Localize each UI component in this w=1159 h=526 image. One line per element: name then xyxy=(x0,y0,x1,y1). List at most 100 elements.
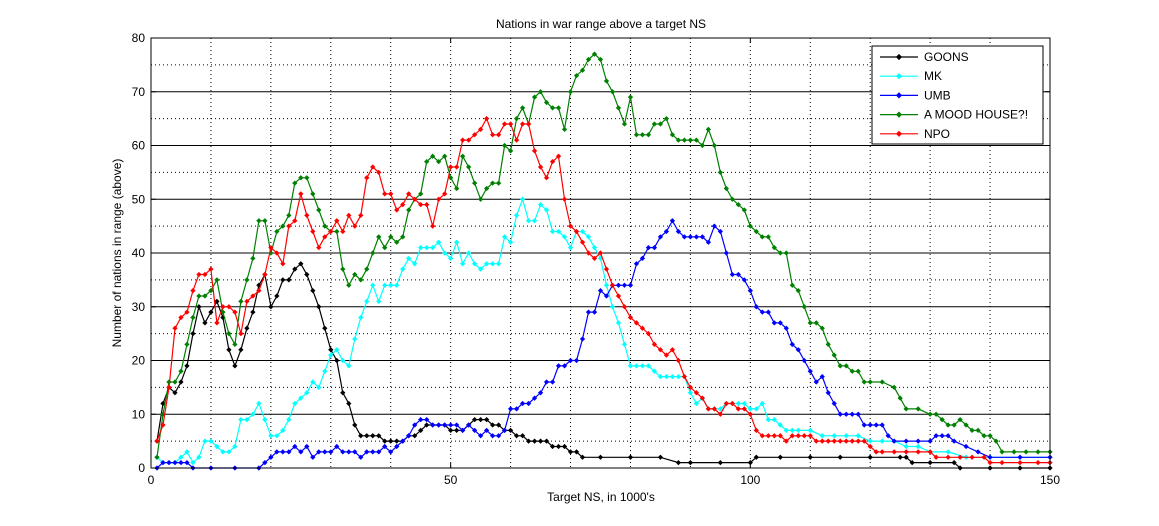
data-point-goons xyxy=(172,390,178,396)
data-point-a-mood-house xyxy=(729,196,735,202)
data-point-a-mood-house xyxy=(855,368,861,374)
data-point-umb xyxy=(178,460,184,466)
data-point-npo xyxy=(280,261,286,267)
data-point-a-mood-house xyxy=(951,422,957,428)
data-point-mk xyxy=(489,261,496,267)
data-point-goons xyxy=(507,427,514,433)
data-point-mk xyxy=(334,347,340,353)
data-point-npo xyxy=(819,438,825,444)
data-point-umb xyxy=(783,325,789,331)
data-point-npo xyxy=(561,196,568,202)
data-point-goons xyxy=(657,454,664,460)
data-point-npo xyxy=(879,449,885,455)
data-point-a-mood-house xyxy=(322,223,328,229)
data-point-umb xyxy=(591,309,598,315)
data-point-a-mood-house xyxy=(597,56,604,63)
data-point-mk xyxy=(232,443,238,450)
data-point-mk xyxy=(747,406,753,412)
data-point-mk xyxy=(484,261,490,267)
data-point-umb xyxy=(675,228,682,235)
data-point-umb xyxy=(879,422,885,428)
data-point-npo xyxy=(639,325,646,331)
data-point-goons xyxy=(250,309,256,315)
data-point-umb xyxy=(705,239,712,245)
data-point-mk xyxy=(507,239,514,245)
data-point-npo xyxy=(837,438,843,444)
data-point-npo xyxy=(274,250,280,256)
data-point-umb xyxy=(837,411,843,417)
data-point-npo xyxy=(262,271,268,278)
data-point-npo xyxy=(484,116,490,122)
data-point-a-mood-house xyxy=(783,250,789,256)
data-point-goons xyxy=(472,417,478,423)
legend-swatch-marker xyxy=(895,73,903,80)
data-point-npo xyxy=(825,438,831,444)
data-point-npo xyxy=(190,288,196,294)
data-point-npo xyxy=(987,460,993,466)
data-point-npo xyxy=(729,400,735,407)
data-point-umb xyxy=(825,390,831,396)
data-point-umb xyxy=(615,282,622,288)
data-point-mk xyxy=(651,368,658,374)
data-point-npo xyxy=(388,191,394,197)
data-point-a-mood-house xyxy=(394,239,400,245)
data-point-a-mood-house xyxy=(400,234,406,240)
data-point-a-mood-house xyxy=(663,116,670,122)
data-point-mk xyxy=(735,400,741,407)
data-point-a-mood-house xyxy=(406,207,412,213)
data-point-mk xyxy=(370,282,376,288)
data-point-a-mood-house xyxy=(591,51,598,57)
data-point-npo xyxy=(873,449,879,455)
data-point-umb xyxy=(819,374,825,380)
y-tick-label: 10 xyxy=(132,407,146,421)
data-point-goons xyxy=(268,304,274,310)
data-point-npo xyxy=(609,282,616,288)
data-point-a-mood-house xyxy=(645,132,652,138)
data-point-mk xyxy=(663,374,670,380)
data-point-a-mood-house xyxy=(555,105,562,111)
data-point-mk xyxy=(220,449,226,455)
data-point-umb xyxy=(442,422,448,428)
data-point-mk xyxy=(603,282,610,288)
data-point-a-mood-house xyxy=(334,228,340,235)
data-point-npo xyxy=(316,245,322,251)
data-point-umb xyxy=(867,422,873,428)
data-point-umb xyxy=(489,433,496,439)
data-point-npo xyxy=(591,255,598,261)
data-point-mk xyxy=(585,234,592,240)
data-point-mk xyxy=(214,443,220,450)
data-point-npo xyxy=(777,433,783,439)
data-point-npo xyxy=(298,191,304,197)
data-point-npo xyxy=(340,228,346,235)
data-point-goons xyxy=(274,293,280,299)
data-point-a-mood-house xyxy=(1023,449,1029,455)
data-point-npo xyxy=(687,384,694,390)
data-point-npo xyxy=(172,325,178,331)
data-point-a-mood-house xyxy=(573,73,580,79)
data-point-mk xyxy=(753,406,759,412)
data-point-goons xyxy=(561,443,568,450)
data-point-umb xyxy=(388,449,394,455)
data-point-umb xyxy=(286,449,292,455)
chart-title: Nations in war range above a target NS xyxy=(496,17,706,31)
data-point-npo xyxy=(328,228,334,235)
data-point-a-mood-house xyxy=(388,234,394,240)
data-point-npo xyxy=(400,202,406,208)
data-point-goons xyxy=(196,304,202,310)
data-point-umb xyxy=(519,400,526,407)
data-point-npo xyxy=(957,454,963,460)
data-point-goons xyxy=(927,460,933,466)
data-point-a-mood-house xyxy=(807,320,813,326)
data-point-umb xyxy=(627,282,634,288)
data-point-npo xyxy=(244,298,250,304)
data-point-a-mood-house xyxy=(963,422,969,428)
data-point-umb xyxy=(376,449,382,455)
data-point-a-mood-house xyxy=(442,153,448,159)
data-point-umb xyxy=(747,288,753,294)
data-point-goons xyxy=(519,433,526,439)
legend-label: GOONS xyxy=(924,50,969,64)
data-point-a-mood-house xyxy=(316,207,322,213)
data-point-a-mood-house xyxy=(370,250,376,256)
data-point-npo xyxy=(220,304,226,310)
data-point-a-mood-house xyxy=(789,282,795,288)
